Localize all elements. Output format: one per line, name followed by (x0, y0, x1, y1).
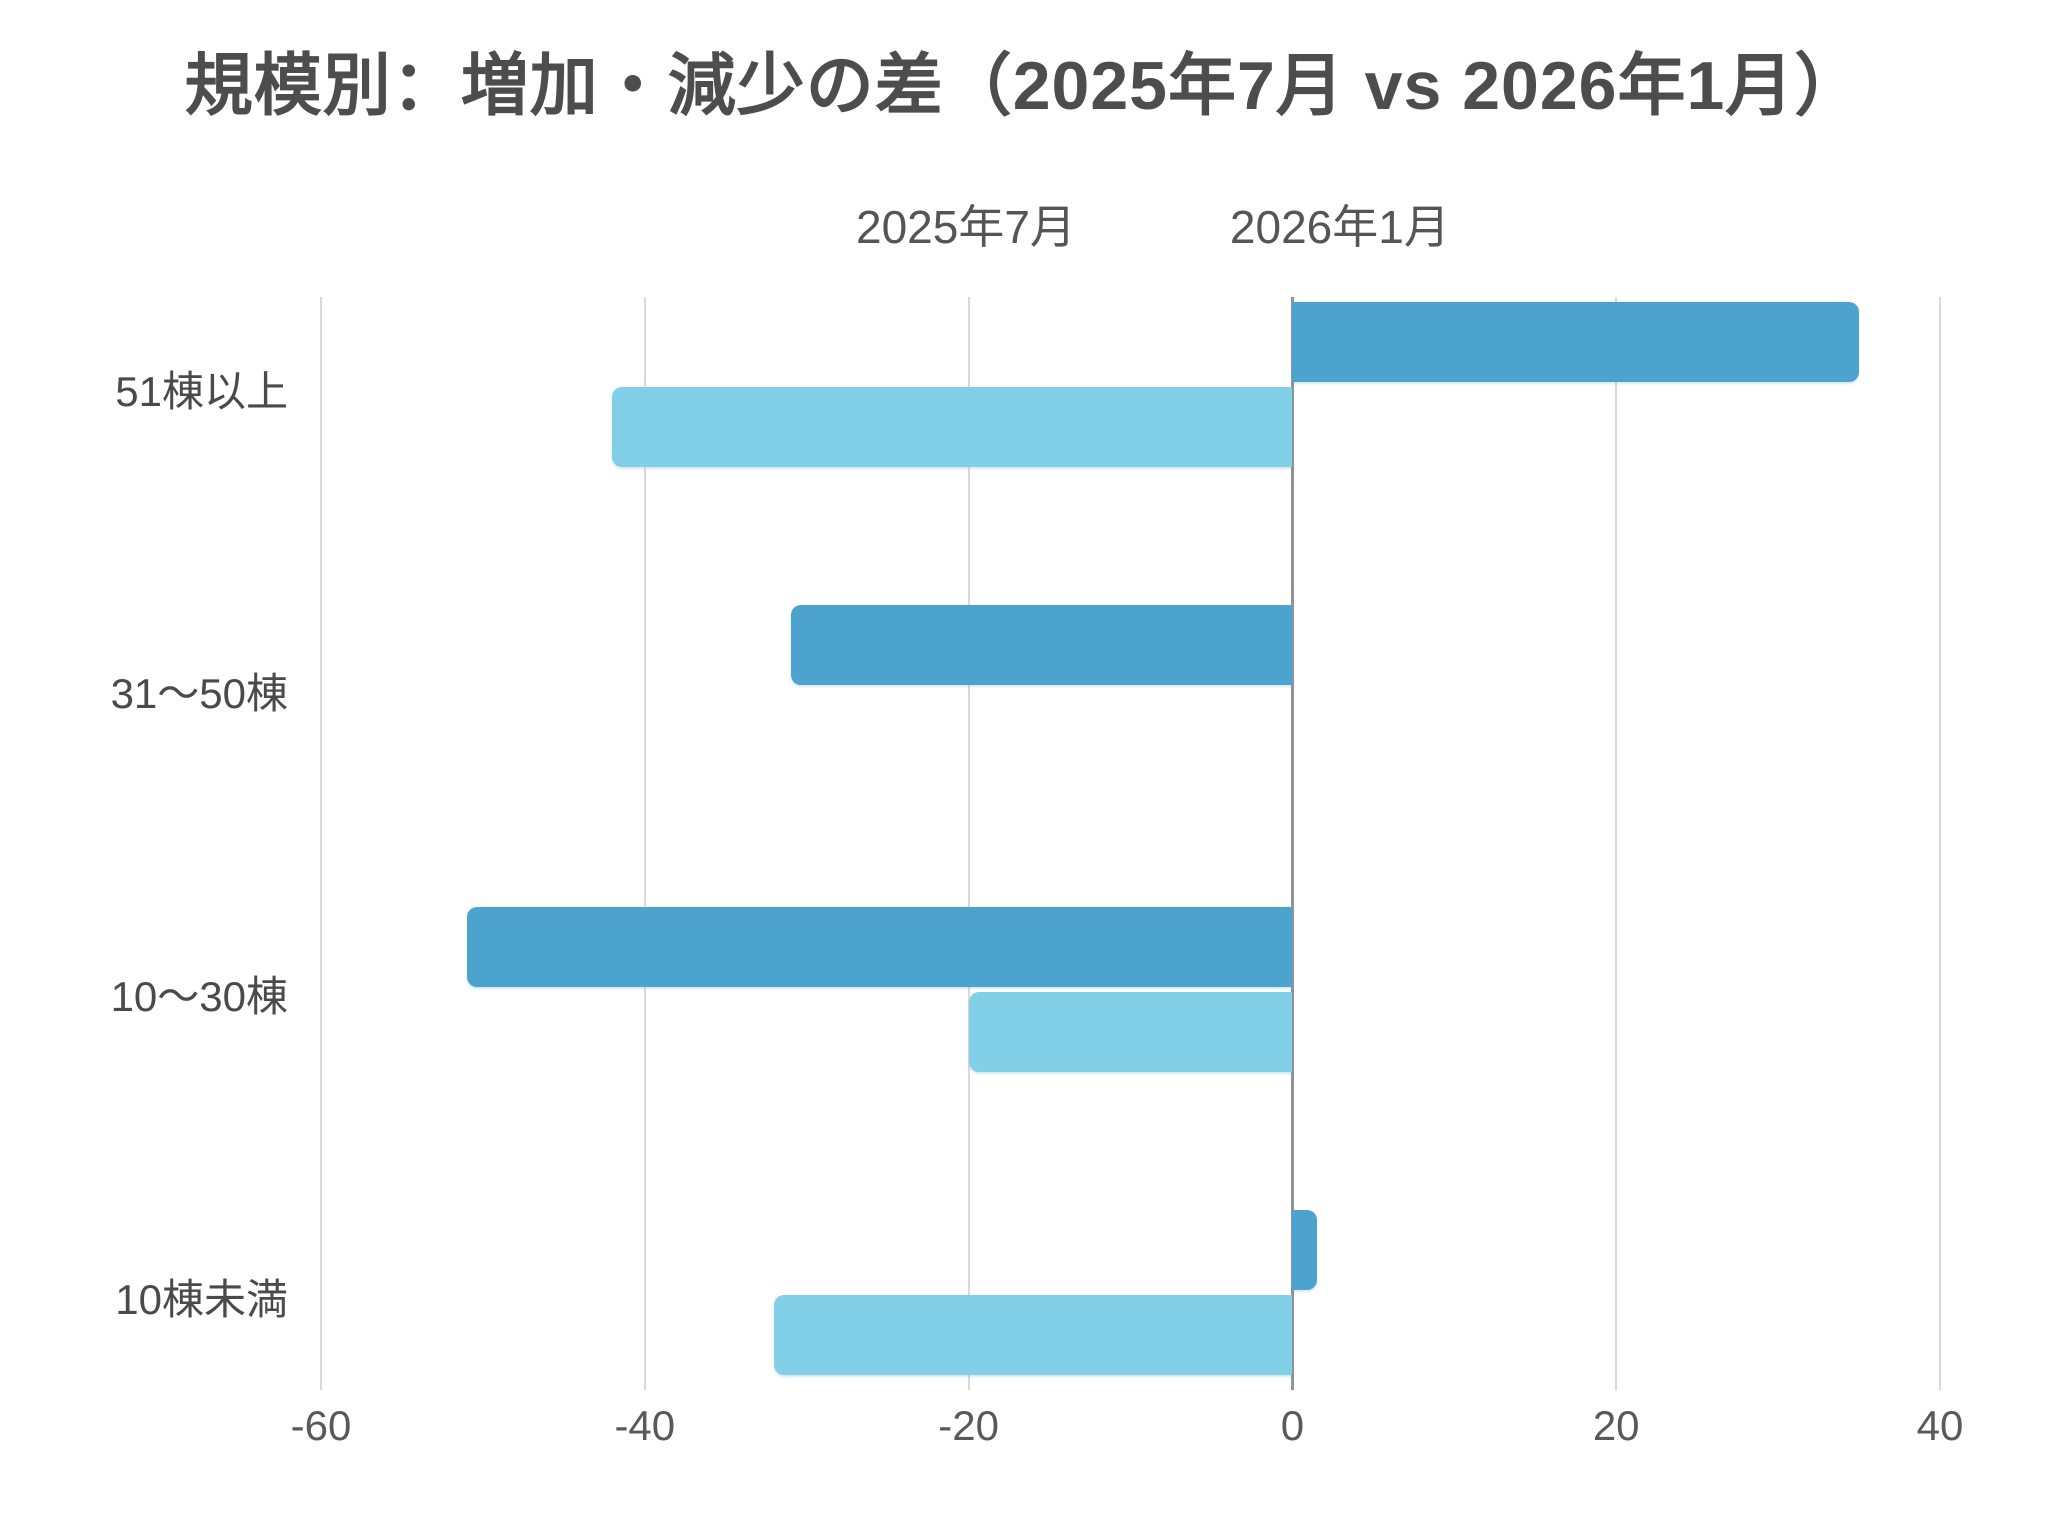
category-label: 51棟以上 (115, 367, 288, 415)
gridline-x--20 (967, 297, 970, 1390)
category-label: 31〜50棟 (110, 670, 288, 718)
chart-title: 規模別：増加・減少の差（2025年7月 vs 2026年1月） (184, 48, 1864, 124)
gridline-x--60 (320, 297, 322, 1390)
gridline-x--40 (643, 297, 646, 1390)
category-label: 10〜30棟 (110, 972, 288, 1020)
bar-series0-row1 (790, 604, 1293, 685)
legend-label-2025-7: 2025年7月 (856, 201, 1076, 253)
x-tick-label: -60 (290, 1402, 352, 1449)
bar-series1-row2 (968, 992, 1293, 1073)
bar-series0-row0 (1292, 302, 1860, 382)
gridline-x-20 (1615, 297, 1618, 1390)
legend-item-2025-7: 2025年7月 (790, 191, 1076, 257)
zero-axis-line (1290, 297, 1294, 1390)
legend: 2025年7月 2026年1月 (790, 196, 1450, 253)
x-tick-label: -20 (938, 1402, 999, 1449)
bar-series0-row2 (466, 907, 1293, 988)
x-tick-label: -40 (614, 1402, 676, 1449)
bar-series0-row3 (1292, 1210, 1317, 1291)
bar-series1-row0 (612, 387, 1293, 467)
x-tick-label: 20 (1592, 1402, 1640, 1449)
legend-label-2026-1: 2026年1月 (1229, 201, 1450, 253)
gridline-x-40 (1939, 297, 1941, 1390)
category-label: 10棟未満 (115, 1275, 288, 1323)
legend-item-2026-1: 2026年1月 (1164, 191, 1450, 257)
x-tick-label: 40 (1916, 1402, 1964, 1449)
x-tick-label: 0 (1280, 1402, 1305, 1449)
bar-series1-row3 (774, 1295, 1293, 1376)
